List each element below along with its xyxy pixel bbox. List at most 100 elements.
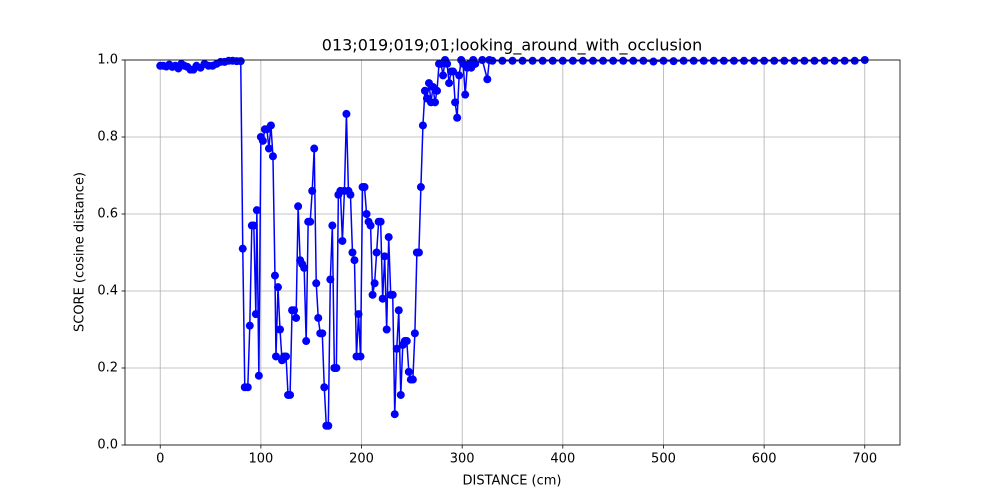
x-tick-label: 700: [852, 452, 877, 467]
data-point: [558, 56, 567, 65]
data-point: [378, 294, 387, 303]
data-point: [699, 56, 708, 65]
data-point: [404, 367, 413, 376]
data-point: [518, 56, 527, 65]
data-point: [455, 71, 464, 80]
data-point: [300, 263, 309, 272]
data-point: [443, 59, 452, 68]
data-point: [302, 337, 311, 346]
data-point: [320, 383, 329, 392]
data-point: [394, 306, 403, 315]
data-point: [318, 329, 327, 338]
data-point: [416, 183, 425, 192]
data-point: [396, 390, 405, 399]
data-point: [314, 313, 323, 322]
data-point: [372, 248, 381, 257]
data-point: [388, 290, 397, 299]
data-point: [568, 56, 577, 65]
data-point: [649, 57, 658, 66]
data-point: [264, 144, 273, 153]
data-point: [266, 121, 275, 130]
data-point: [719, 56, 728, 65]
data-line: [160, 57, 865, 427]
data-point: [453, 113, 462, 122]
data-point: [729, 56, 738, 65]
data-point: [326, 275, 335, 284]
data-point: [384, 233, 393, 242]
data-point: [338, 236, 347, 245]
data-point: [243, 383, 252, 392]
y-tick-label: 0.2: [97, 361, 118, 376]
data-point: [376, 217, 385, 226]
data-point: [308, 186, 317, 195]
data-point: [380, 252, 389, 261]
y-tick-label: 0.0: [97, 438, 118, 453]
data-point: [790, 56, 799, 65]
data-point: [348, 248, 357, 257]
data-point: [282, 352, 291, 361]
data-point: [431, 98, 439, 107]
data-point: [350, 256, 359, 265]
x-tick-label: 200: [349, 452, 374, 467]
data-point: [528, 56, 537, 65]
data-point: [639, 56, 648, 65]
data-point: [418, 121, 427, 130]
data-point: [390, 410, 399, 419]
data-point: [770, 56, 779, 65]
data-point: [392, 344, 401, 353]
data-point: [780, 56, 789, 65]
data-point: [366, 221, 375, 230]
data-point: [254, 371, 263, 380]
y-tick-label: 0.4: [97, 284, 118, 299]
data-point: [251, 310, 260, 319]
data-point: [286, 390, 295, 399]
x-tick-label: 100: [248, 452, 273, 467]
x-tick-label: 0: [156, 452, 164, 467]
data-point: [760, 56, 769, 65]
data-point: [461, 90, 470, 99]
data-point: [368, 290, 377, 299]
data-point: [659, 56, 668, 65]
y-axis-label: SCORE (cosine distance): [73, 172, 88, 332]
data-point: [290, 306, 299, 315]
data-point: [258, 136, 267, 145]
data-point: [739, 56, 748, 65]
x-tick-label: 600: [752, 452, 777, 467]
x-axis-label: DISTANCE (cm): [462, 474, 561, 489]
x-tick-label: 300: [450, 452, 475, 467]
data-point: [840, 56, 849, 65]
data-point: [414, 248, 423, 257]
y-tick-label: 0.8: [97, 130, 118, 145]
x-tick-label: 400: [550, 452, 575, 467]
data-point: [312, 279, 321, 288]
chart-title: 013;019;019;01;looking_around_with_occlu…: [322, 36, 702, 56]
data-point: [810, 56, 819, 65]
data-point: [800, 56, 809, 65]
data-point: [324, 421, 333, 430]
data-point: [750, 56, 759, 65]
data-point: [294, 202, 303, 211]
data-point: [410, 329, 419, 338]
data-point: [578, 56, 587, 65]
data-point: [669, 57, 678, 66]
data-point: [449, 67, 458, 76]
data-point: [356, 352, 365, 361]
data-point: [679, 56, 688, 65]
data-point: [629, 56, 638, 65]
data-point: [360, 183, 369, 192]
data-point: [306, 217, 315, 226]
data-point: [382, 325, 391, 334]
data-point: [619, 56, 628, 65]
data-point: [548, 56, 557, 65]
data-point: [238, 244, 247, 253]
data-point: [370, 279, 379, 288]
data-point: [402, 337, 411, 346]
data-point: [310, 144, 319, 153]
data-point: [599, 56, 608, 65]
data-point: [245, 321, 254, 330]
data-point: [332, 364, 341, 372]
data-point: [820, 56, 829, 65]
data-point: [433, 86, 442, 95]
data-point: [709, 56, 718, 65]
data-point: [439, 71, 448, 80]
